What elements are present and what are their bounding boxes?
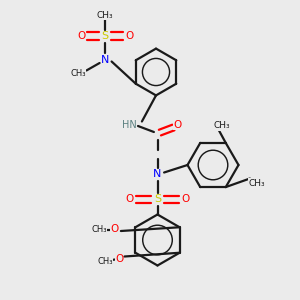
Text: N: N <box>153 169 162 179</box>
Text: CH₃: CH₃ <box>248 178 265 188</box>
Text: HN: HN <box>122 119 136 130</box>
Text: S: S <box>101 31 109 41</box>
Text: O: O <box>173 119 181 130</box>
Text: O: O <box>125 194 133 205</box>
Text: CH₃: CH₃ <box>70 69 86 78</box>
Text: O: O <box>182 194 190 205</box>
Text: O: O <box>125 31 133 41</box>
Text: O: O <box>110 224 118 235</box>
Text: O: O <box>77 31 85 41</box>
Text: CH₃: CH₃ <box>214 122 230 130</box>
Text: S: S <box>154 194 161 205</box>
Text: CH₃: CH₃ <box>97 256 113 266</box>
Text: N: N <box>101 55 109 65</box>
Text: CH₃: CH₃ <box>97 11 113 20</box>
Text: O: O <box>115 254 123 265</box>
Text: CH₃: CH₃ <box>91 225 107 234</box>
